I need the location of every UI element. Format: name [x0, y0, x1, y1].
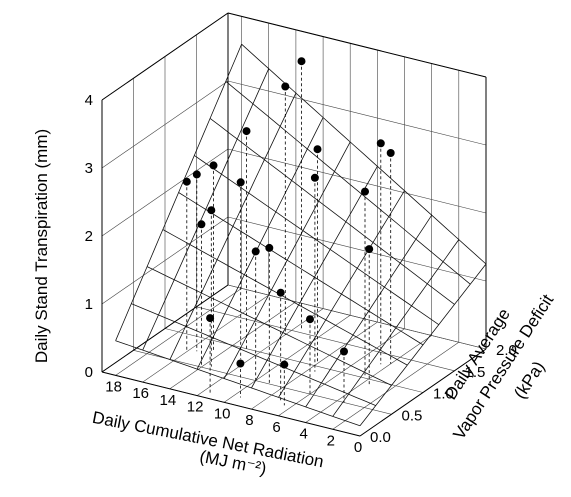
data-point — [340, 347, 348, 356]
z-tick-label: 3 — [85, 160, 93, 177]
z-axis-title: Daily Stand Transpiration (mm) — [32, 129, 51, 363]
data-point — [361, 187, 369, 196]
y-tick-label: 1.0 — [433, 386, 454, 403]
z-tick-label: 0 — [85, 364, 93, 381]
data-point — [236, 359, 245, 368]
floor-gridline-y — [133, 350, 392, 415]
frame-edge — [101, 12, 229, 101]
x-axis-line — [101, 371, 361, 437]
surface-line-x — [115, 44, 242, 341]
data-point — [281, 82, 290, 91]
frame-edge — [101, 284, 229, 373]
x-tick-label: 0 — [354, 439, 362, 456]
y-tick-label: 0.5 — [402, 407, 423, 424]
left-wall-gridline-z — [101, 80, 229, 169]
data-point — [236, 178, 245, 187]
drop-lines — [186, 61, 392, 406]
back-wall-gridline-z — [227, 80, 487, 146]
left-wall-gridline-z — [101, 148, 229, 237]
data-point — [242, 127, 251, 136]
surface-line-y — [209, 118, 455, 305]
surface-line-y — [194, 155, 440, 326]
data-point — [209, 161, 218, 170]
data-point — [207, 206, 216, 215]
x-tick-label: 14 — [160, 392, 177, 409]
y-tick-label: 1.5 — [465, 364, 486, 381]
data-point — [313, 145, 322, 154]
x-tick-label: 12 — [187, 399, 204, 416]
surface-line-y — [241, 43, 487, 265]
y-tick-label: 2.0 — [496, 342, 517, 359]
x-tick-label: 8 — [245, 412, 253, 429]
z-tick-label: 2 — [85, 228, 93, 245]
left-wall-gridline-z — [101, 216, 229, 305]
data-point — [280, 360, 289, 369]
data-points — [182, 57, 395, 369]
z-tick-label: 4 — [85, 92, 93, 109]
surface-line-y — [115, 340, 361, 427]
data-point — [365, 245, 374, 254]
data-point — [206, 314, 215, 323]
x-tick-label: 6 — [272, 419, 280, 436]
back-wall-gridline-z — [227, 216, 487, 282]
x-tick-label: 18 — [105, 378, 122, 395]
data-point — [276, 288, 285, 297]
fitted-surface — [115, 43, 487, 427]
surface-line-y — [178, 192, 424, 346]
x-tick-label: 4 — [300, 426, 308, 443]
y-tick-label: 0.0 — [370, 429, 391, 446]
data-point — [297, 57, 306, 66]
data-point — [306, 315, 314, 324]
back-wall-gridline-z — [227, 148, 487, 214]
z-tick-label: 1 — [85, 296, 93, 313]
data-point — [265, 243, 274, 252]
data-point — [376, 139, 385, 148]
floor-gridline-y — [196, 306, 455, 372]
data-point — [310, 173, 319, 182]
x-tick-label: 10 — [214, 405, 231, 422]
y-axis-line — [359, 348, 487, 437]
floor-gridline-y — [164, 328, 424, 393]
surface-line-y — [131, 303, 376, 406]
surface-line-y — [225, 80, 471, 285]
frame-edge — [227, 12, 487, 78]
x-tick-label: 16 — [132, 385, 149, 402]
x-tick-label: 2 — [327, 432, 335, 449]
back-wall-gridline-z — [227, 284, 487, 350]
data-point — [192, 170, 201, 179]
data-point — [197, 220, 206, 229]
axis-frame — [101, 12, 487, 437]
data-point — [386, 149, 395, 157]
data-point — [182, 177, 191, 186]
data-point — [251, 247, 260, 256]
